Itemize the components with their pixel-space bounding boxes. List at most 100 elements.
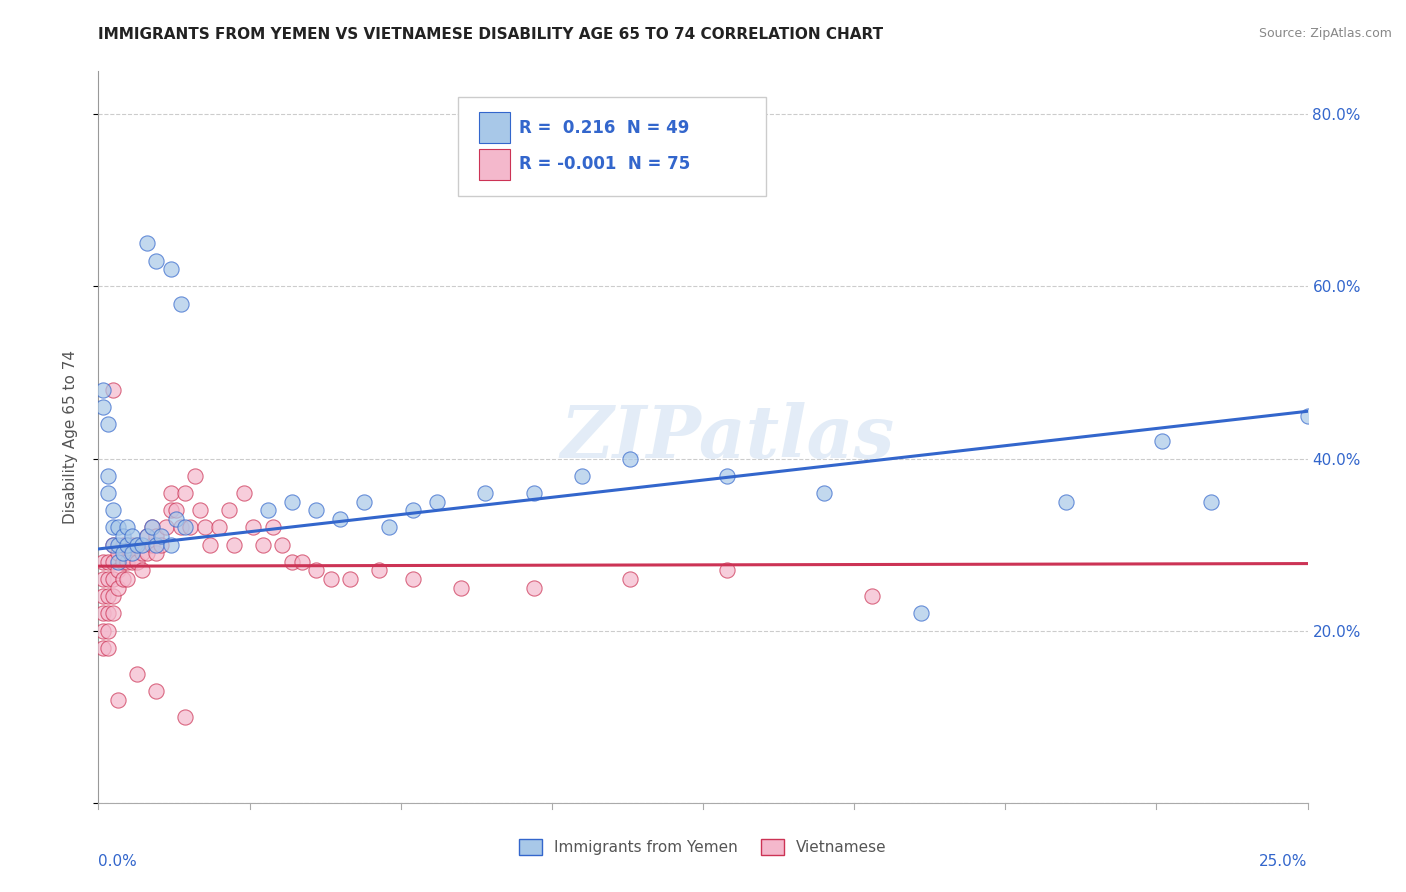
Point xyxy=(523,486,546,500)
Point xyxy=(305,564,328,578)
Point xyxy=(111,529,134,543)
Point xyxy=(426,494,449,508)
Point xyxy=(121,538,143,552)
Point xyxy=(813,486,835,500)
Point xyxy=(188,503,211,517)
Point xyxy=(107,538,129,552)
Point xyxy=(101,555,124,569)
Point xyxy=(107,546,129,560)
Point xyxy=(242,520,264,534)
Point xyxy=(208,520,231,534)
Point xyxy=(121,555,143,569)
Text: R =  0.216  N = 49: R = 0.216 N = 49 xyxy=(519,119,689,136)
Point xyxy=(169,296,191,310)
Point xyxy=(91,589,114,603)
Point xyxy=(141,520,163,534)
Point xyxy=(121,529,143,543)
Point xyxy=(101,607,124,621)
Point xyxy=(402,503,425,517)
Point xyxy=(101,589,124,603)
Point xyxy=(160,262,183,277)
Point xyxy=(121,546,143,560)
Point xyxy=(232,486,254,500)
Point xyxy=(150,538,173,552)
FancyBboxPatch shape xyxy=(479,112,509,143)
Point xyxy=(131,546,153,560)
Point xyxy=(91,624,114,638)
Point xyxy=(1054,494,1077,508)
Point xyxy=(111,538,134,552)
Point xyxy=(107,520,129,534)
Point xyxy=(101,538,124,552)
Point xyxy=(135,236,157,251)
Point xyxy=(107,692,129,706)
Point xyxy=(127,555,149,569)
Point xyxy=(155,520,177,534)
Point xyxy=(101,383,124,397)
Text: ZIPatlas: ZIPatlas xyxy=(560,401,894,473)
Text: 25.0%: 25.0% xyxy=(1260,854,1308,869)
Point xyxy=(117,520,139,534)
Point xyxy=(111,555,134,569)
Point xyxy=(107,564,129,578)
Point xyxy=(716,564,738,578)
Point xyxy=(1152,434,1174,449)
Point xyxy=(1199,494,1222,508)
Point xyxy=(101,503,124,517)
Point xyxy=(252,538,274,552)
Point xyxy=(145,538,167,552)
Point xyxy=(117,538,139,552)
Point xyxy=(141,520,163,534)
FancyBboxPatch shape xyxy=(457,97,766,195)
Point xyxy=(860,589,883,603)
Point xyxy=(91,555,114,569)
Point xyxy=(127,538,149,552)
Point xyxy=(329,512,352,526)
Point xyxy=(271,538,294,552)
Point xyxy=(169,520,191,534)
Point xyxy=(91,383,114,397)
Point xyxy=(97,468,120,483)
Point xyxy=(184,468,207,483)
Point xyxy=(1296,409,1319,423)
Point xyxy=(101,572,124,586)
Point xyxy=(97,624,120,638)
Point xyxy=(97,555,120,569)
Point xyxy=(101,538,124,552)
Legend: Immigrants from Yemen, Vietnamese: Immigrants from Yemen, Vietnamese xyxy=(513,833,893,861)
Point xyxy=(150,529,173,543)
Point xyxy=(135,529,157,543)
Point xyxy=(97,486,120,500)
Point xyxy=(716,468,738,483)
Point xyxy=(111,546,134,560)
Point xyxy=(91,572,114,586)
Point xyxy=(107,555,129,569)
Text: Source: ZipAtlas.com: Source: ZipAtlas.com xyxy=(1258,27,1392,40)
Point xyxy=(619,572,641,586)
Point xyxy=(91,640,114,655)
Point xyxy=(290,555,312,569)
Point xyxy=(145,529,167,543)
Point xyxy=(256,503,278,517)
Point xyxy=(135,529,157,543)
Point xyxy=(131,564,153,578)
Text: IMMIGRANTS FROM YEMEN VS VIETNAMESE DISABILITY AGE 65 TO 74 CORRELATION CHART: IMMIGRANTS FROM YEMEN VS VIETNAMESE DISA… xyxy=(98,27,883,42)
Point xyxy=(523,581,546,595)
Point xyxy=(402,572,425,586)
Point xyxy=(91,607,114,621)
Point xyxy=(145,253,167,268)
Point xyxy=(97,417,120,432)
Point xyxy=(198,538,221,552)
Point xyxy=(174,710,197,724)
Point xyxy=(339,572,361,586)
Point xyxy=(305,503,328,517)
Point xyxy=(117,538,139,552)
Point xyxy=(145,684,167,698)
Point xyxy=(117,555,139,569)
Point xyxy=(353,494,375,508)
Point xyxy=(165,503,187,517)
Text: R = -0.001  N = 75: R = -0.001 N = 75 xyxy=(519,155,690,173)
Point xyxy=(160,486,183,500)
Point xyxy=(368,564,391,578)
Point xyxy=(141,538,163,552)
